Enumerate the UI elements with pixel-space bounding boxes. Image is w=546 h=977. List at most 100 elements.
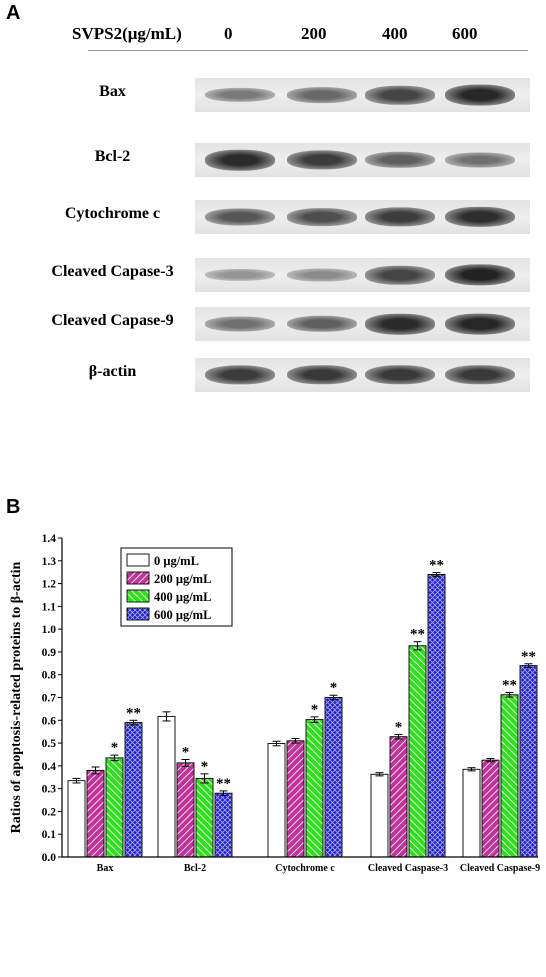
blot-label: Cytochrome c xyxy=(64,205,161,222)
significance-marker: ** xyxy=(502,677,517,693)
blot-band xyxy=(287,150,357,170)
bar xyxy=(214,792,233,858)
y-tick-label: 1.3 xyxy=(42,556,57,568)
significance-marker: * xyxy=(330,680,338,696)
y-tick-label: 0.3 xyxy=(42,784,57,796)
blot-band xyxy=(365,265,435,285)
panel-b-letter: B xyxy=(6,496,21,518)
significance-marker: ** xyxy=(429,558,444,574)
blot-band xyxy=(287,268,357,282)
x-tick-label: Cleaved Caspase-3 xyxy=(368,863,448,874)
concentration-header: SVPS2(μg/mL) xyxy=(72,24,182,43)
blot-strip xyxy=(195,78,530,112)
blot-label: Bcl-2 xyxy=(94,148,131,165)
blot-strip xyxy=(195,143,530,177)
blot-strip xyxy=(195,258,530,292)
blot-band xyxy=(205,316,275,332)
blot-band xyxy=(365,85,435,105)
blot-band xyxy=(365,151,435,169)
bar xyxy=(519,665,538,858)
blot-band xyxy=(445,84,515,106)
y-axis-label: Ratios of apoptosis-related proteins to … xyxy=(9,561,24,833)
significance-marker: ** xyxy=(521,649,536,665)
y-tick-label: 0.5 xyxy=(42,738,57,750)
significance-marker: ** xyxy=(216,776,231,792)
blot-band xyxy=(365,365,435,385)
x-tick-label: Cleaved Caspase-9 xyxy=(460,863,540,874)
blot-band xyxy=(287,365,357,385)
y-tick-label: 0.9 xyxy=(42,647,57,659)
header-divider xyxy=(88,50,528,51)
significance-marker: * xyxy=(395,719,403,735)
blot-band xyxy=(365,313,435,335)
bar xyxy=(195,777,214,858)
blot-label: Cleaved Capase-3 xyxy=(51,263,174,280)
blot-band xyxy=(445,365,515,385)
bar xyxy=(157,715,176,858)
blot-band xyxy=(445,152,515,168)
y-tick-label: 0.1 xyxy=(42,829,57,841)
y-tick-label: 1.0 xyxy=(42,624,57,636)
blot-label: Cleaved Capase-9 xyxy=(51,312,174,329)
significance-marker: ** xyxy=(126,705,141,721)
y-tick-label: 0.8 xyxy=(42,670,57,682)
significance-marker: * xyxy=(182,744,190,760)
blot-band xyxy=(287,208,357,226)
concentration-label: 200 xyxy=(301,24,327,43)
significance-marker: ** xyxy=(410,627,425,643)
blot-band xyxy=(287,315,357,333)
x-tick-label: Cytochrome c xyxy=(275,863,335,874)
x-tick-label: Bcl-2 xyxy=(184,863,206,874)
significance-marker: * xyxy=(111,740,119,756)
bar xyxy=(105,757,124,858)
legend-swatch xyxy=(126,589,150,603)
significance-marker: * xyxy=(311,702,319,718)
legend-label: 400 μg/mL xyxy=(154,590,211,604)
x-tick-label: Bax xyxy=(97,863,114,874)
blot-band xyxy=(445,206,515,228)
concentration-label: 600 xyxy=(452,24,478,43)
bar xyxy=(408,645,427,858)
bar xyxy=(124,722,143,858)
bar xyxy=(86,769,105,858)
bar xyxy=(389,736,408,858)
y-tick-label: 1.1 xyxy=(42,601,57,613)
blot-strip xyxy=(195,200,530,234)
y-tick-label: 0.0 xyxy=(42,852,57,864)
blot-band xyxy=(205,208,275,226)
blot-strip xyxy=(195,358,530,392)
bar xyxy=(176,762,195,858)
bar xyxy=(267,743,286,858)
blot-band xyxy=(205,268,275,282)
legend-label: 200 μg/mL xyxy=(154,572,211,586)
y-tick-label: 1.2 xyxy=(42,579,57,591)
concentration-label: 400 xyxy=(382,24,408,43)
bar xyxy=(67,780,86,858)
blot-strip xyxy=(195,307,530,341)
bar xyxy=(286,740,305,858)
y-tick-label: 0.6 xyxy=(42,715,57,727)
blot-label: Bax xyxy=(99,83,126,100)
blot-band xyxy=(445,313,515,335)
blot-band xyxy=(205,87,275,103)
legend-swatch xyxy=(126,571,150,585)
concentration-label: 0 xyxy=(224,24,233,43)
significance-marker: * xyxy=(201,759,209,775)
blot-band xyxy=(205,149,275,171)
blot-band xyxy=(205,365,275,385)
y-tick-label: 0.7 xyxy=(42,693,57,705)
y-tick-label: 0.2 xyxy=(42,806,57,818)
blot-band xyxy=(365,207,435,227)
y-tick-label: 1.4 xyxy=(42,533,57,545)
legend-swatch xyxy=(126,553,150,567)
bar xyxy=(427,574,446,858)
legend-label: 600 μg/mL xyxy=(154,608,211,622)
bar xyxy=(500,694,519,858)
bar xyxy=(370,773,389,858)
legend-swatch xyxy=(126,607,150,621)
bar xyxy=(462,768,481,858)
y-tick-label: 0.4 xyxy=(42,761,57,773)
panel-a-letter: A xyxy=(6,2,21,24)
legend-label: 0 μg/mL xyxy=(154,554,199,568)
